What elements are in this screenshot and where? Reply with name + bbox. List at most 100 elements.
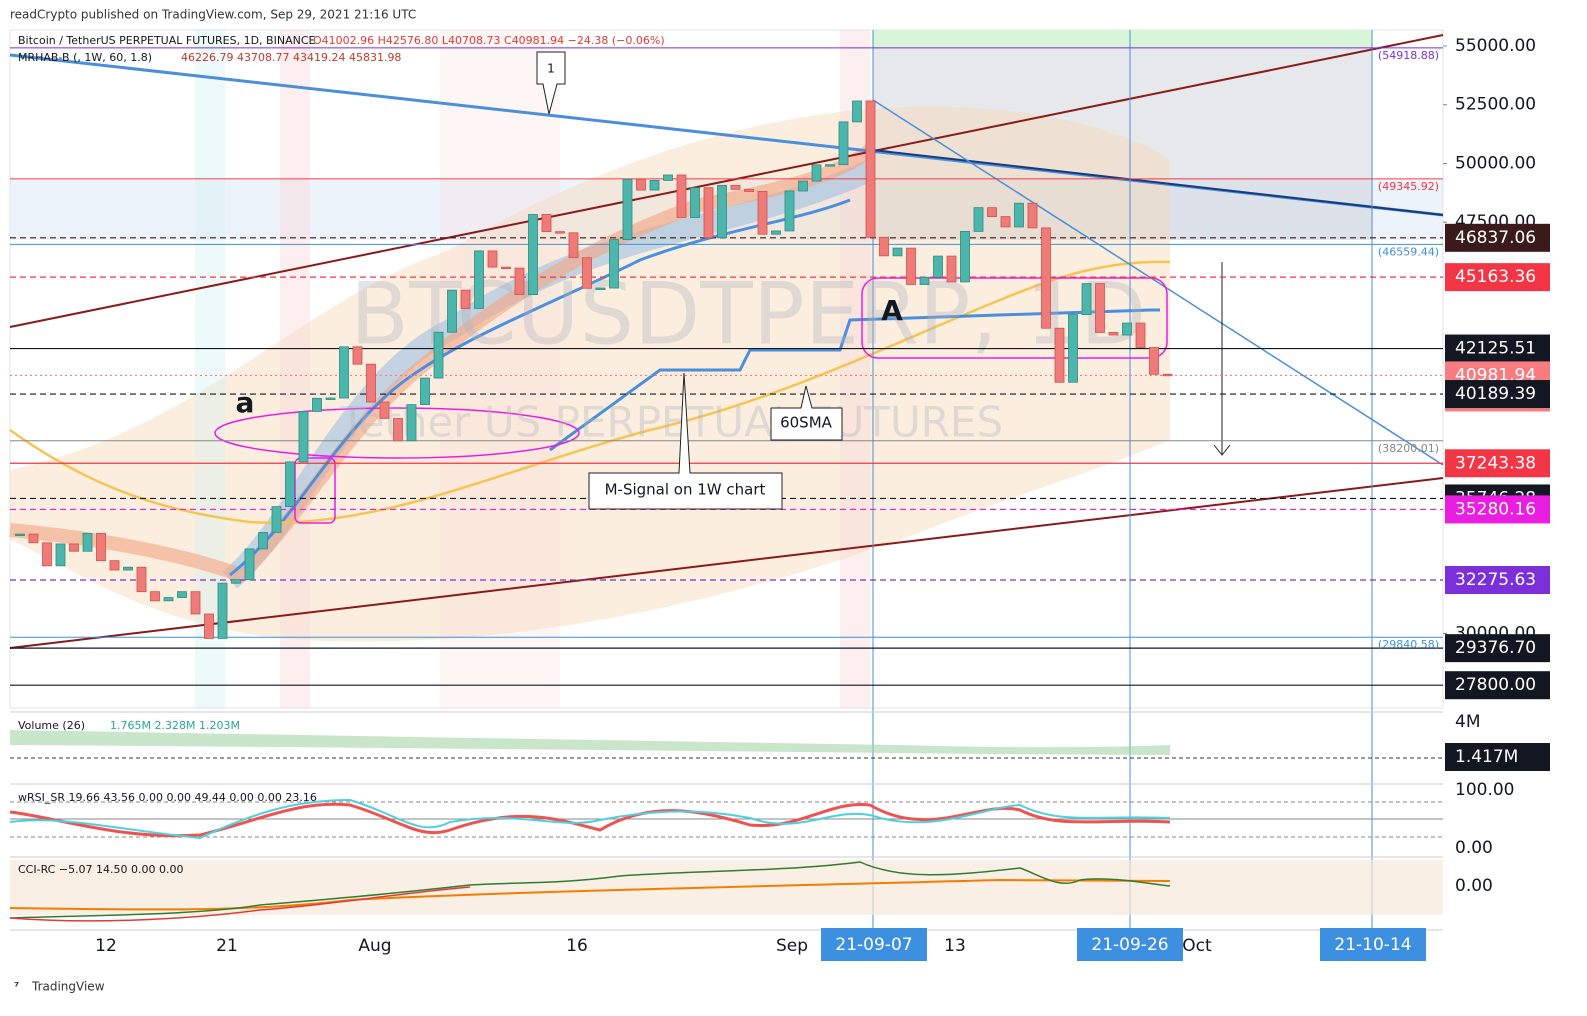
candle <box>703 187 714 239</box>
volume-band <box>10 730 1170 755</box>
candle <box>838 121 849 166</box>
candle <box>325 397 336 400</box>
candle <box>1027 202 1038 229</box>
green-zone <box>873 30 1372 48</box>
annotation: A <box>881 294 903 327</box>
candle <box>366 363 376 403</box>
candle <box>69 543 79 552</box>
candle <box>528 214 538 296</box>
price-label-bg <box>1445 671 1550 700</box>
candle <box>933 255 943 278</box>
candle <box>784 190 795 232</box>
candle <box>298 411 309 463</box>
mrhab-upper <box>9 144 875 584</box>
legend-indicator-values: 46226.79 43708.77 43419.24 45831.98 <box>181 51 401 64</box>
date-marker-label: 21-09-26 <box>1091 935 1168 955</box>
candle <box>1162 373 1173 377</box>
candle <box>15 533 25 536</box>
candle <box>42 542 52 567</box>
candle <box>636 178 646 191</box>
candle <box>379 401 390 419</box>
cci-line <box>9 861 1171 919</box>
candle <box>879 236 889 257</box>
callout <box>770 385 843 441</box>
candle <box>393 418 403 442</box>
price-label-bg <box>1445 263 1550 292</box>
candle <box>973 207 984 232</box>
date-marker-label: 21-10-14 <box>1334 935 1411 955</box>
watermark: BTCUSDTPERP, 1D <box>350 264 1146 364</box>
volume-legend: Volume (26) <box>18 719 85 732</box>
price-label-bg <box>1445 223 1550 252</box>
candle <box>717 184 727 239</box>
candle <box>676 174 687 218</box>
callout <box>588 372 783 510</box>
trendline <box>9 477 1444 649</box>
price-label: 29376.70 <box>1455 638 1536 658</box>
volume-legend-values: 1.765M 2.328M 1.203M <box>110 719 240 732</box>
candle <box>231 579 241 584</box>
candle <box>690 187 700 218</box>
mrhab-line <box>229 198 851 577</box>
candle <box>541 214 552 233</box>
date-marker <box>1320 928 1426 961</box>
candle <box>487 250 498 268</box>
callout-text: M-Signal on 1W chart <box>605 481 766 499</box>
candle <box>163 597 174 602</box>
sma60 <box>9 260 1171 524</box>
cci-signal <box>9 878 1171 911</box>
candle <box>622 178 633 241</box>
price-label-bg <box>1445 743 1550 771</box>
brand-logo: ⁷ <box>14 980 19 994</box>
candle <box>825 164 835 167</box>
candle <box>28 533 39 544</box>
candle <box>609 239 619 289</box>
candle <box>582 257 592 289</box>
candle <box>906 247 916 285</box>
candle <box>271 506 282 533</box>
pane-scale-label: 100.00 <box>1455 780 1514 800</box>
price-label: 35280.16 <box>1455 499 1536 519</box>
callout-text: 60SMA <box>780 414 833 432</box>
candle <box>352 346 363 365</box>
candle <box>420 377 430 406</box>
candle <box>946 255 957 283</box>
callout-text: 1 <box>547 62 555 76</box>
candle <box>514 267 525 296</box>
candle <box>150 591 160 602</box>
callout <box>536 51 566 115</box>
candle <box>1122 322 1132 336</box>
candle <box>1000 216 1011 228</box>
annotation: a <box>236 386 255 419</box>
date-marker <box>821 928 927 961</box>
candle <box>433 331 444 379</box>
small-price-label: (38200.01) <box>1378 442 1439 455</box>
pane-scale-label: 4M <box>1455 712 1480 732</box>
pane-scale-label: 0.00 <box>1455 876 1493 896</box>
candle <box>136 566 147 593</box>
candle <box>649 180 660 191</box>
candle <box>501 266 511 270</box>
x-tick-label: Aug <box>358 936 391 956</box>
rsi-legend: wRSI_SR 19.66 43.56 0.00 0.00 49.44 0.00… <box>18 791 317 804</box>
candle <box>447 289 457 333</box>
candle <box>474 250 484 309</box>
price-label: 42125.51 <box>1455 339 1536 359</box>
x-tick-label: Oct <box>1182 936 1212 956</box>
candle <box>204 613 214 639</box>
candle <box>1041 227 1051 329</box>
date-marker-label: 21-09-07 <box>835 935 912 955</box>
publish-line: readCrypto published on TradingView.com,… <box>10 8 416 22</box>
price-label: 46837.06 <box>1455 228 1536 248</box>
date-marker <box>1077 928 1183 961</box>
rsi-signal <box>9 798 1171 840</box>
small-price-label: (54918.88) <box>1378 49 1439 62</box>
candle <box>460 289 471 309</box>
arrow-head <box>1213 444 1231 456</box>
candle <box>663 174 673 181</box>
price-label: 32275.63 <box>1455 570 1536 590</box>
x-tick-label: 12 <box>95 936 117 956</box>
legend-symbol: Bitcoin / TetherUS PERPETUAL FUTURES, 1D… <box>18 34 316 47</box>
candle <box>1149 347 1159 375</box>
price-label: 27800.00 <box>1455 675 1536 695</box>
